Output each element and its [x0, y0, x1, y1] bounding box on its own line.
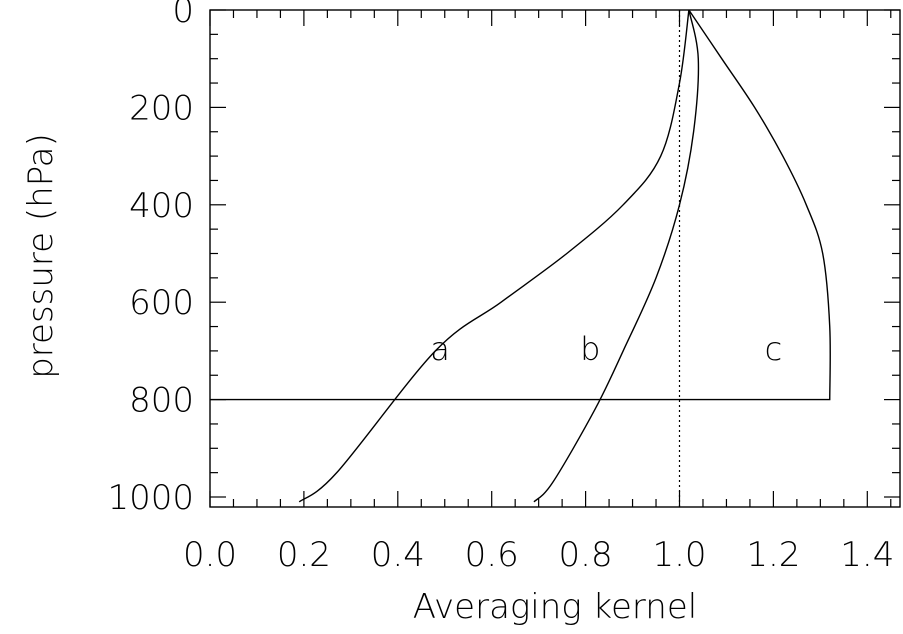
x-tick-label: 1.2	[746, 535, 800, 575]
y-tick-label: 400	[129, 186, 194, 226]
x-tick-label: 0.2	[277, 535, 331, 575]
curve-label-b: b	[580, 330, 600, 368]
series-b-line	[533, 9, 700, 503]
y-tick-label: 1000	[107, 478, 194, 518]
x-tick-label: 0.8	[559, 535, 613, 575]
x-axis-title: Averaging kernel	[413, 587, 697, 627]
curve-label-c: c	[765, 330, 783, 368]
y-tick-label: 0	[172, 0, 194, 31]
plot-frame	[209, 9, 901, 508]
y-tick-label: 600	[129, 283, 194, 323]
series-a-line	[298, 9, 690, 503]
curve-labels: a b c	[430, 330, 782, 368]
y-tick-label: 800	[129, 381, 194, 421]
y-axis-title: pressure (hPa)	[21, 133, 61, 379]
x-tick-label: 1.0	[652, 535, 706, 575]
series-c-line	[210, 9, 831, 401]
x-tick-label: 0.4	[371, 535, 425, 575]
x-tick-label: 0.0	[183, 535, 237, 575]
curve-label-a: a	[430, 330, 450, 368]
series-layer	[210, 9, 831, 503]
x-tick-label: 1.4	[840, 535, 894, 575]
x-tick-label: 0.6	[465, 535, 519, 575]
axis-ticks: 0.0 0.2 0.4 0.6 0.8 1.0 1.2 1.4 0 200 400 600 800 100…	[107, 0, 900, 575]
y-tick-label: 200	[129, 88, 194, 128]
